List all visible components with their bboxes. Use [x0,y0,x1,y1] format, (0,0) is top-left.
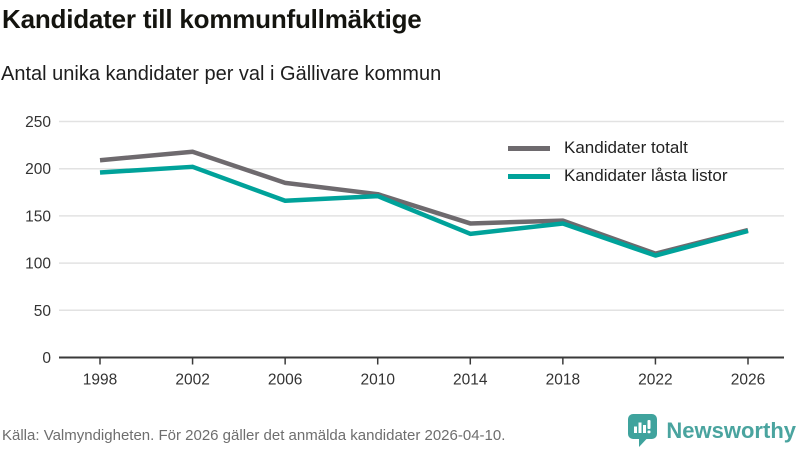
legend-label-lasta-listor: Kandidater låsta listor [564,166,728,185]
chart-subtitle: Antal unika kandidater per val i Gälliva… [1,63,442,85]
newsworthy-logo-text: Newsworthy [666,417,796,443]
newsworthy-speech-bubble-barchart-icon [628,414,658,447]
legend-swatch-lasta-listor [508,173,550,179]
y-axis-tick-label: 100 [25,256,51,273]
x-axis-tick-label: 2010 [360,372,395,389]
legend-item-lasta-listor: Kandidater låsta listor [508,162,727,190]
y-axis-tick-label: 150 [25,208,51,225]
legend-label-totalt: Kandidater totalt [564,138,688,157]
y-axis-tick-label: 0 [42,350,51,367]
legend-swatch-totalt [508,145,550,151]
x-axis-tick-label: 2006 [268,372,302,389]
x-axis-tick-label: 1998 [83,372,117,389]
chart-legend: Kandidater totalt Kandidater låsta listo… [508,134,727,190]
x-axis-tick-label: 2026 [731,372,765,389]
source-note: Källa: Valmyndigheten. För 2026 gäller d… [2,427,506,444]
x-axis-tick-label: 2002 [175,372,209,389]
chart-title: Kandidater till kommunfullmäktige [2,4,422,34]
y-axis-tick-label: 50 [34,303,52,320]
x-axis-tick-label: 2018 [546,372,580,389]
x-axis-tick-label: 2014 [453,372,488,389]
legend-item-totalt: Kandidater totalt [508,134,727,162]
y-axis-tick-label: 250 [25,114,51,131]
newsworthy-logo: Newsworthy [627,413,796,448]
x-axis-tick-label: 2022 [638,372,672,389]
y-axis-tick-label: 200 [25,161,51,178]
series-line-1 [99,164,749,258]
